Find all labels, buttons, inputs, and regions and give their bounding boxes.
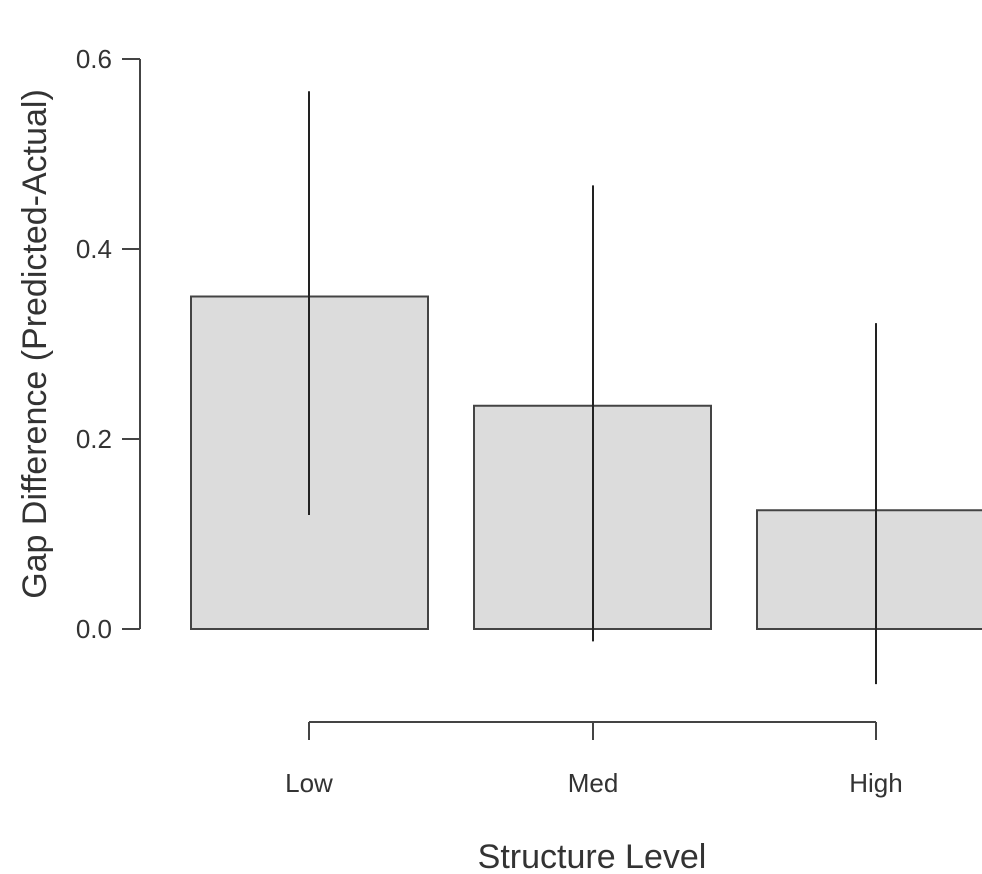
error-bars-group xyxy=(308,91,877,685)
y-axis-title: Gap Difference (Predicted-Actual) xyxy=(16,89,54,599)
x-tick-label-med: Med xyxy=(568,768,619,798)
x-tick-label-high: High xyxy=(849,768,902,798)
y-tick-label: 0.2 xyxy=(76,424,112,454)
x-axis-title: Structure Level xyxy=(478,838,707,874)
bar-high xyxy=(756,509,982,630)
y-tick-label: 0.0 xyxy=(76,614,112,644)
y-tick-label: 0.6 xyxy=(76,44,112,74)
y-tick-label: 0.4 xyxy=(76,234,112,264)
y-axis: 0.0 0.2 0.4 0.6 xyxy=(76,44,141,644)
x-axis: Low Med High xyxy=(285,721,903,798)
x-tick-label-low: Low xyxy=(285,768,333,798)
